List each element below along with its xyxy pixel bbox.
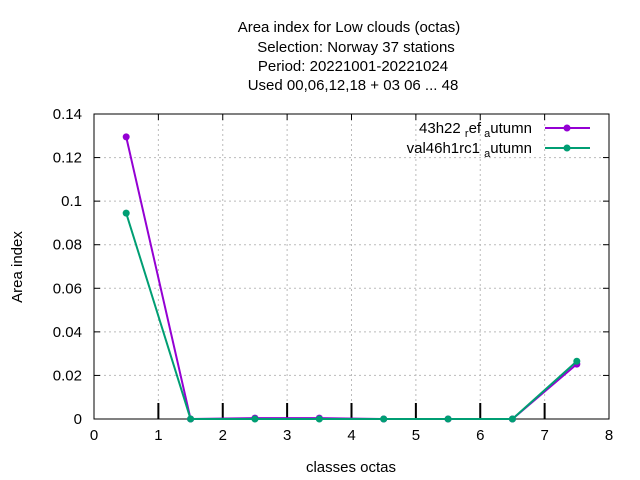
x-tick-label: 3 [283,427,291,444]
x-tick-label: 4 [347,427,355,444]
data-point [251,415,259,423]
data-point [573,357,581,365]
data-point [187,415,195,423]
y-tick-label: 0.14 [53,106,82,123]
legend-label-2: val46h1rc1 autumn [407,140,532,160]
x-tick-label: 5 [412,427,420,444]
data-point [122,209,130,217]
x-axis-label: classes octas [306,459,396,476]
title-line-2: Selection: Norway 37 stations [257,39,455,56]
y-tick-label: 0 [74,411,82,428]
y-axis-label: Area index [9,231,26,303]
data-point [444,415,452,423]
title-line-1: Area index for Low clouds (octas) [238,19,461,36]
x-tick-label: 6 [476,427,484,444]
y-tick-label: 0.08 [53,237,82,254]
x-tick-label: 7 [540,427,548,444]
y-tick-label: 0.06 [53,280,82,297]
data-point [508,415,516,423]
legend-label-1: 43h22 ref autumn [419,120,532,140]
title-line-4: Used 00,06,12,18 + 03 06 ... 48 [248,77,459,94]
data-point [122,133,130,141]
legend-marker-1 [563,124,571,132]
chart-title: Area index for Low clouds (octas) Select… [238,19,461,94]
axis-ticks: 0 1 2 3 4 5 6 7 8 0 0.02 0.04 0.06 0.08 0.1 0.12 0.14 [53,106,613,444]
y-tick-label: 0.04 [53,324,82,341]
x-tick-label: 8 [605,427,613,444]
y-tick-label: 0.12 [53,150,82,167]
y-tick-label: 0.1 [61,193,82,210]
x-tick-label: 0 [90,427,98,444]
grid [94,114,609,419]
data-point [315,415,323,423]
data-point [380,415,388,423]
title-line-3: Period: 20221001-20221024 [258,58,448,75]
y-tick-label: 0.02 [53,367,82,384]
x-tick-label: 2 [219,427,227,444]
x-tick-label: 1 [154,427,162,444]
legend-marker-2 [563,144,571,152]
series-line-2 [125,212,578,420]
series [122,133,581,423]
